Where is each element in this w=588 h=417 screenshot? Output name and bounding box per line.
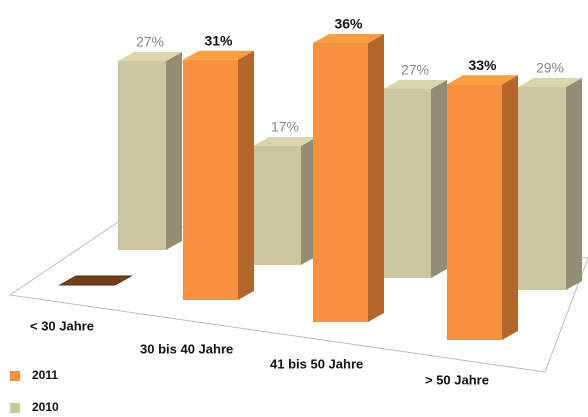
value-label: 27% xyxy=(401,62,429,78)
bar-side xyxy=(238,50,254,300)
bar xyxy=(313,34,384,322)
bar-side xyxy=(431,80,447,278)
bar-front xyxy=(447,84,502,340)
bar xyxy=(253,137,317,265)
bar xyxy=(118,52,182,250)
bar-front xyxy=(183,59,238,300)
x-tick-label: 41 bis 50 Jahre xyxy=(270,356,363,371)
x-tick-label: 30 bis 40 Jahre xyxy=(140,341,233,356)
bar-front xyxy=(313,43,368,322)
bar-side xyxy=(566,78,582,290)
legend-label: 2011 xyxy=(32,368,58,382)
legend-swatch xyxy=(10,403,20,413)
bar xyxy=(447,75,518,340)
bar-top xyxy=(58,275,133,286)
bar-front xyxy=(518,87,566,290)
value-label: 31% xyxy=(204,32,233,48)
bar-front xyxy=(118,61,166,250)
bar-side xyxy=(502,75,518,340)
value-label: 17% xyxy=(271,119,299,135)
bar-top xyxy=(313,34,384,43)
bar-front xyxy=(253,146,301,265)
bar xyxy=(518,78,582,290)
bar xyxy=(383,80,447,278)
value-label: 36% xyxy=(334,16,363,32)
legend-swatch xyxy=(10,371,20,381)
bar-top xyxy=(253,137,317,146)
bar-front xyxy=(383,89,431,278)
x-tick-label: < 30 Jahre xyxy=(30,318,94,333)
bar xyxy=(58,275,133,286)
bar-side xyxy=(166,52,182,250)
value-label: 33% xyxy=(468,57,497,73)
legend-label: 2010 xyxy=(32,400,59,414)
bar-top xyxy=(383,80,447,89)
bar-side xyxy=(368,34,384,322)
bar-top xyxy=(447,75,518,85)
value-label: 27% xyxy=(136,34,164,50)
bar-top xyxy=(518,78,582,87)
x-tick-label: > 50 Jahre xyxy=(425,372,489,387)
bar xyxy=(183,50,254,300)
bar-top xyxy=(183,50,254,60)
value-label: 29% xyxy=(536,60,564,76)
bar-top xyxy=(118,52,182,61)
